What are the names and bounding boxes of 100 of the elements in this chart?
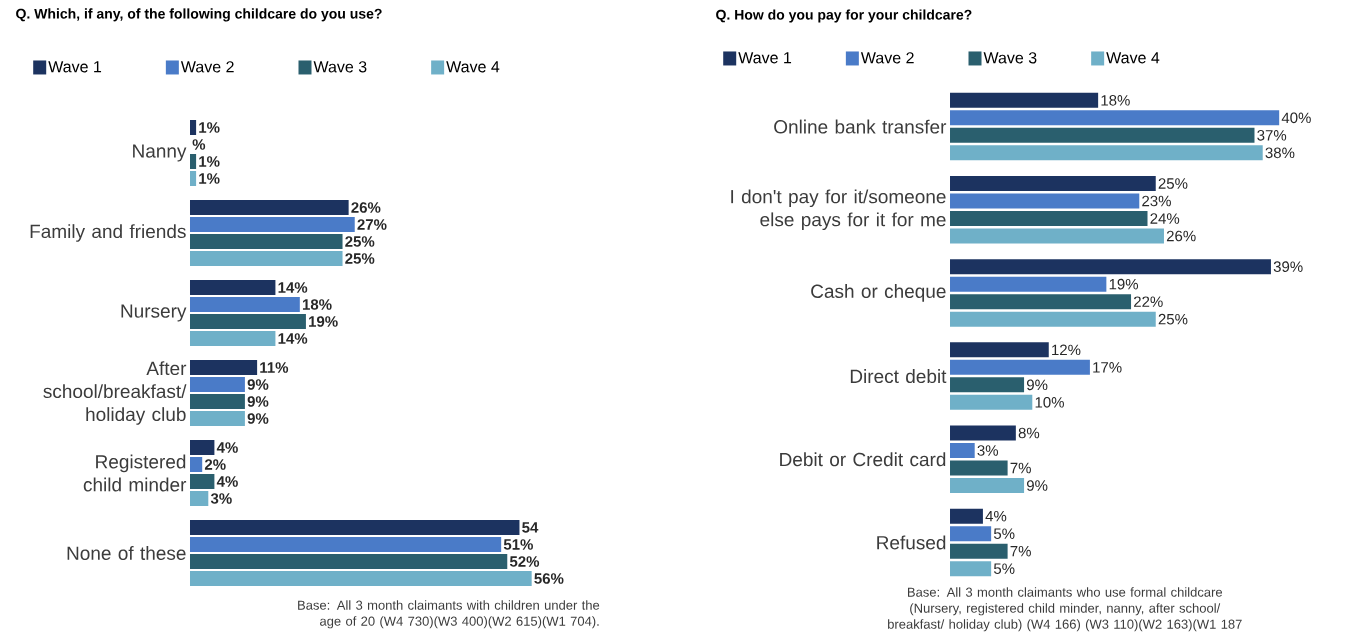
data-label: 12%: [1052, 344, 1081, 356]
data-label: 38%: [1265, 147, 1295, 159]
text: Base: All 3 month claimants who use formal childcare (Nursery, registered child minder, nanny, after school/ breakfast/ holiday club) (W4 166) (W3 110)(W2 163)(W1 187: [888, 587, 1242, 632]
data-label: 26%: [1166, 230, 1196, 242]
data-label: 9%: [247, 413, 269, 424]
data-label: 22%: [1134, 296, 1163, 307]
bar: [950, 377, 1025, 393]
data-label: 9%: [247, 396, 269, 407]
bar: [950, 259, 1271, 275]
bar: [950, 92, 1099, 108]
data-label: 17%: [1093, 362, 1122, 373]
legend-label: Wave 2: [860, 52, 914, 64]
data-label: 40%: [1281, 112, 1311, 124]
data-label: 23%: [1142, 195, 1171, 207]
y-tick-label: Online bank transfer: [774, 119, 947, 134]
data-label: 37%: [1257, 130, 1287, 141]
bar: [950, 394, 1033, 410]
bar: [190, 234, 343, 250]
y-tick-label: Debit or Credit card: [780, 452, 946, 467]
data-label: 4%: [216, 442, 238, 453]
data-label: 25%: [345, 253, 375, 264]
data-label: 56%: [534, 573, 564, 584]
data-label: 18%: [302, 299, 332, 310]
bar: [190, 394, 245, 410]
bar: [190, 314, 306, 330]
data-label: 27%: [357, 219, 387, 230]
bar: [950, 110, 1280, 126]
data-label: 51%: [503, 539, 533, 550]
bar: [950, 561, 992, 577]
bar: [190, 474, 215, 490]
bar: [190, 331, 276, 347]
data-label: 24%: [1150, 213, 1180, 224]
bar: [950, 460, 1008, 476]
bar: [950, 294, 1132, 310]
data-label: 9%: [1026, 379, 1048, 391]
y-tick-label: Nursery: [121, 304, 187, 322]
legend-label: Wave 4: [446, 61, 500, 73]
bar: [950, 359, 1090, 375]
data-label: 3%: [210, 493, 232, 504]
data-label: 5%: [993, 563, 1015, 574]
bar: [190, 154, 197, 170]
legend-label: Wave 2: [180, 61, 234, 73]
data-label: 18%: [1101, 95, 1130, 106]
data-label: 1%: [199, 156, 220, 167]
bar: [950, 228, 1164, 244]
chart-title: Q. Which, if any, of the following childcare do you use?: [16, 8, 382, 22]
data-label: 1%: [199, 122, 220, 133]
bar: [950, 342, 1049, 358]
data-label: 4%: [985, 510, 1007, 522]
data-label: 5%: [993, 528, 1015, 539]
data-label: 25%: [345, 236, 375, 247]
data-label: 39%: [1273, 261, 1303, 272]
bar: [190, 200, 349, 216]
bar: [190, 280, 276, 296]
legend-label: Wave 1: [738, 52, 792, 64]
data-label: 9%: [247, 379, 269, 390]
bar: [950, 211, 1148, 226]
data-label: 10%: [1035, 397, 1064, 408]
bar: [950, 276, 1107, 292]
data-label: 7%: [1010, 462, 1031, 474]
bar: [190, 537, 502, 553]
data-label: 19%: [1109, 278, 1139, 290]
legend-label: Wave 3: [983, 52, 1037, 64]
y-tick-label: Direct debit: [850, 369, 947, 384]
bar: [950, 311, 1156, 327]
data-label: 7%: [1010, 545, 1031, 557]
bar: [190, 491, 209, 507]
bar: [950, 127, 1255, 143]
chart-title: Q. How do you pay for your childcare?: [716, 9, 972, 23]
y-tick-label: Family and friends: [30, 224, 186, 242]
y-tick-label: Refused: [877, 535, 946, 550]
data-label: 14%: [278, 282, 308, 293]
data-label: 25%: [1158, 313, 1188, 325]
bar: [190, 457, 203, 472]
bar: [950, 425, 1016, 441]
data-label: 54: [522, 522, 539, 533]
bar: [190, 171, 197, 187]
data-label: 52%: [509, 556, 540, 567]
bar: [190, 411, 245, 426]
data-label: 26%: [351, 202, 381, 213]
data-label: %: [192, 139, 206, 150]
bar: [190, 360, 258, 376]
legend-label: Wave 4: [1106, 52, 1160, 64]
data-label: 4%: [216, 476, 238, 487]
bar: [190, 217, 355, 233]
bar: [190, 297, 300, 313]
bar: [190, 440, 215, 456]
data-label: 1%: [199, 173, 220, 184]
legend-label: Wave 1: [48, 61, 102, 73]
y-tick-label: Nanny: [133, 144, 187, 162]
y-tick-label: None of these: [67, 546, 186, 560]
data-label: 25%: [1158, 178, 1188, 189]
bar: [190, 571, 532, 586]
data-label: 3%: [977, 445, 999, 456]
bar: [950, 193, 1140, 209]
text: Base: All 3 month claimants with children under the age of 20 (W4 730)(W3 400)(W2 615)(W1 704).: [298, 600, 600, 629]
bar: [190, 554, 508, 570]
data-label: 11%: [260, 362, 289, 373]
bar: [190, 520, 520, 536]
bar: [950, 176, 1156, 191]
